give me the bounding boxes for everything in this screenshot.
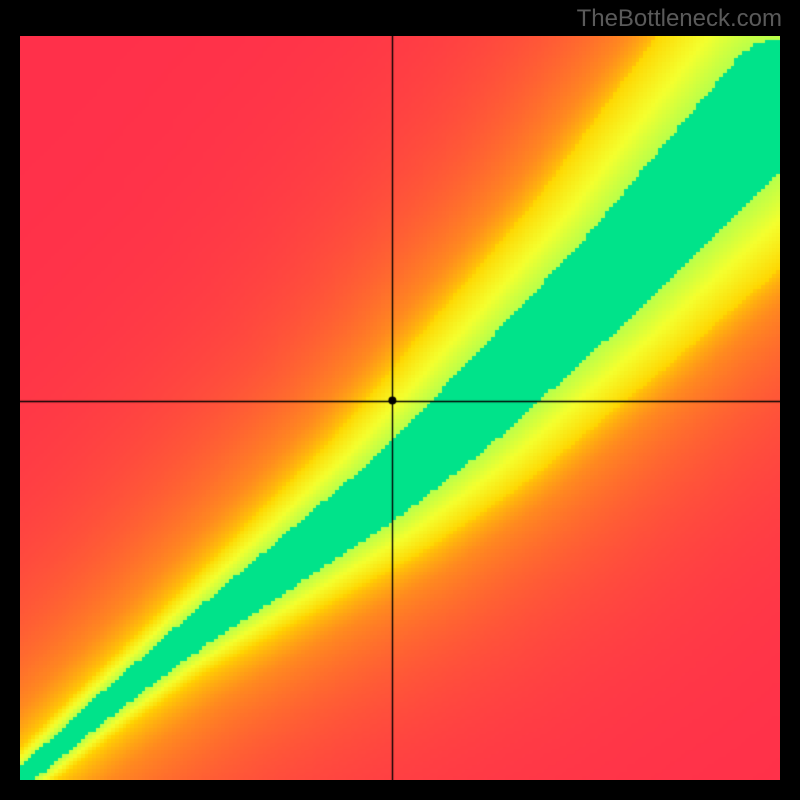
chart-container: TheBottleneck.com [0, 0, 800, 800]
watermark-text: TheBottleneck.com [577, 5, 782, 33]
crosshair-overlay [20, 36, 780, 780]
